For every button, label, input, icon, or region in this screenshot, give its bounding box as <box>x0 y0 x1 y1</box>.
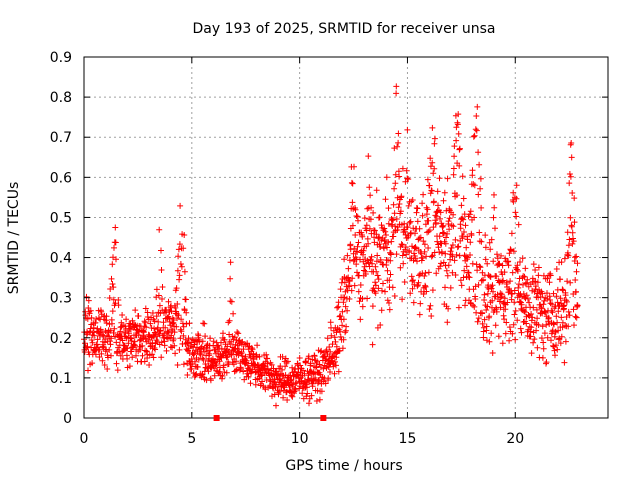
y-axis-label: SRMTID / TECUs <box>6 182 22 295</box>
x-tick-label: 20 <box>506 431 524 447</box>
grid <box>84 57 608 418</box>
gap-marker <box>320 415 327 421</box>
data-points <box>81 83 581 409</box>
x-tick-label: 10 <box>291 431 309 447</box>
gap-markers <box>213 415 327 421</box>
scatter-markers <box>81 83 581 409</box>
y-tick-label: 0.4 <box>50 251 72 267</box>
axis-tick-labels: 0 0.1 0.2 0.3 0.4 0.5 0.6 0.7 0.8 0.9 0 5 10 15 20 <box>50 50 524 447</box>
y-tick-label: 0.3 <box>50 291 72 307</box>
plot-frame <box>83 56 609 419</box>
x-tick-label: 15 <box>399 431 417 447</box>
gap-marker <box>213 415 220 421</box>
x-tick-label: 5 <box>187 431 196 447</box>
chart-title: Day 193 of 2025, SRMTID for receiver uns… <box>192 21 495 37</box>
y-tick-label: 0.8 <box>50 90 72 106</box>
y-tick-label: 0 <box>63 411 72 427</box>
x-axis-label: GPS time / hours <box>285 458 402 474</box>
y-tick-label: 0.7 <box>50 130 72 146</box>
y-tick-label: 0.6 <box>50 170 72 186</box>
y-tick-label: 0.5 <box>50 210 72 226</box>
axis-ticks <box>83 56 608 419</box>
y-tick-label: 0.9 <box>50 50 72 66</box>
y-tick-label: 0.2 <box>50 331 72 347</box>
y-tick-label: 0.1 <box>50 371 72 387</box>
x-tick-label: 0 <box>80 431 89 447</box>
